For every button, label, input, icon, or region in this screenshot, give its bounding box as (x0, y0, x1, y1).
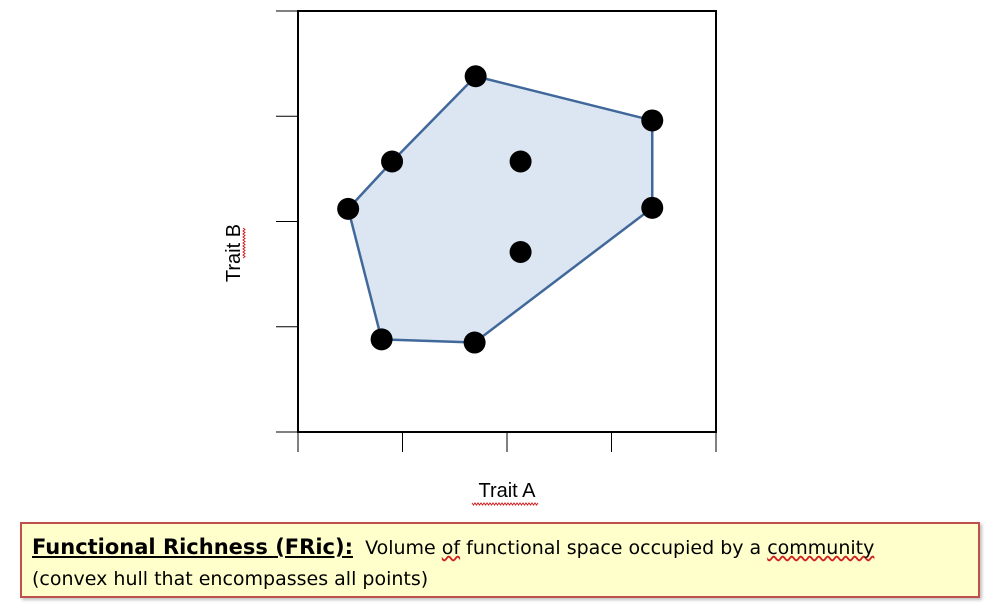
definition-mid: functional space occupied by a (460, 537, 768, 559)
x-axis-label: Trait A (478, 480, 536, 502)
definition-line-1: Functional Richness (FRic): Volume of fu… (32, 532, 968, 564)
spellcheck-squiggle (471, 502, 539, 506)
plot-frame (297, 10, 717, 433)
data-point-9 (463, 331, 486, 354)
fric-diagram: Trait A Trait B (223, 10, 717, 506)
definition-of: of (441, 537, 461, 559)
spellcheck-squiggle (242, 227, 246, 259)
data-point-2 (641, 109, 664, 132)
data-point-7 (509, 241, 532, 264)
fric-term: Functional Richness (FRic): (32, 535, 353, 559)
data-point-4 (509, 150, 532, 173)
definition-community: community (767, 537, 875, 559)
data-point-6 (641, 196, 664, 219)
y-axis-label: Trait B (223, 224, 245, 282)
trait-points (337, 65, 664, 354)
convex-hull (346, 75, 654, 344)
definition-line-2: (convex hull that encompasses all points… (32, 568, 429, 590)
axis-ticks (276, 10, 717, 452)
data-point-5 (337, 197, 360, 220)
fric-definition-box: Functional Richness (FRic): Volume of fu… (20, 522, 980, 598)
definition-volume: Volume (365, 537, 442, 559)
data-point-1 (464, 65, 487, 88)
data-point-8 (370, 328, 393, 351)
data-point-3 (381, 150, 404, 173)
